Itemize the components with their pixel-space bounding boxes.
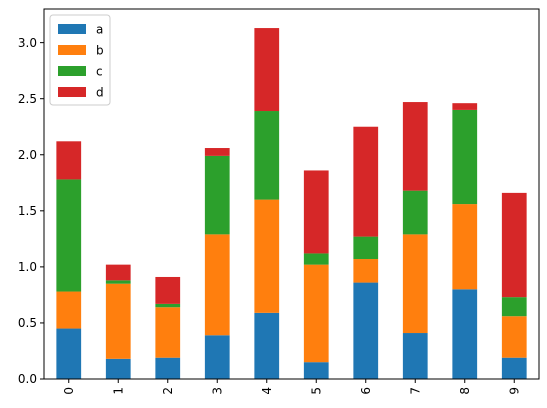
bar-segment-d-4	[254, 28, 280, 112]
y-tick-label-3.0: 3.0	[18, 36, 37, 50]
plot-frame	[43, 8, 540, 380]
bar-segment-c-5	[303, 253, 329, 265]
bar-segment-b-8	[452, 204, 478, 290]
bar-segment-c-3	[204, 155, 230, 235]
bar-segment-d-3	[204, 148, 230, 156]
bar-segment-b-9	[501, 316, 527, 358]
bar-segment-a-5	[303, 362, 329, 379]
legend-swatch-a	[58, 24, 86, 34]
legend-swatch-c	[58, 66, 86, 76]
bar-segment-c-9	[501, 297, 527, 317]
bar-segment-a-4	[254, 312, 280, 379]
bar-segment-b-7	[402, 234, 428, 334]
legend-swatch-d	[58, 87, 86, 97]
bar-segment-a-9	[501, 357, 527, 379]
bar-segment-d-7	[402, 102, 428, 191]
bars-layer	[56, 28, 527, 379]
y-tick-label-1.5: 1.5	[18, 204, 37, 218]
x-tick-label-9: 9	[507, 387, 521, 395]
bar-segment-a-6	[353, 282, 379, 379]
bar-segment-b-1	[105, 283, 131, 359]
bar-segment-a-3	[204, 335, 230, 379]
legend-box	[49, 14, 111, 106]
bar-segment-a-7	[402, 333, 428, 379]
bar-segment-d-9	[501, 192, 527, 298]
bar-segment-d-8	[452, 103, 478, 110]
bar-segment-b-5	[303, 264, 329, 363]
x-tick-label-3: 3	[210, 387, 224, 395]
y-tick-label-0.5: 0.5	[18, 316, 37, 330]
x-tick-label-8: 8	[458, 387, 472, 395]
x-tick-label-1: 1	[111, 387, 125, 395]
bar-segment-b-2	[155, 307, 181, 358]
x-tick-label-6: 6	[359, 387, 373, 395]
bar-segment-b-0	[56, 291, 82, 329]
y-tick-label-2.5: 2.5	[18, 92, 37, 106]
bar-segment-d-0	[56, 141, 82, 180]
bar-segment-d-1	[105, 264, 131, 281]
bar-segment-d-6	[353, 126, 379, 237]
x-tick-label-0: 0	[62, 387, 76, 395]
bar-segment-d-5	[303, 170, 329, 254]
bar-segment-c-1	[105, 280, 131, 284]
bar-segment-a-2	[155, 357, 181, 379]
y-tick-label-1.0: 1.0	[18, 260, 37, 274]
bar-segment-c-4	[254, 111, 280, 200]
bar-segment-d-2	[155, 276, 181, 304]
bar-segment-c-0	[56, 179, 82, 292]
bar-segment-b-6	[353, 259, 379, 283]
x-tick-label-4: 4	[260, 387, 274, 395]
bar-segment-c-2	[155, 303, 181, 308]
y-tick-label-0.0: 0.0	[18, 372, 37, 386]
bar-segment-b-3	[204, 234, 230, 336]
x-tick-label-5: 5	[309, 387, 323, 395]
x-tick-label-7: 7	[408, 387, 422, 395]
axes-layer: 0.0 0.5 1.0 1.5 2.0 2.5 3.0 0 1 2 3 4 5 6 7 8 9	[18, 8, 540, 395]
bar-segment-c-6	[353, 236, 379, 260]
bar-segment-c-8	[452, 109, 478, 205]
bar-segment-c-7	[402, 190, 428, 235]
legend-label-c: c	[96, 65, 103, 79]
legend-swatch-b	[58, 45, 86, 55]
bar-segment-a-1	[105, 358, 131, 379]
legend-label-a: a	[96, 23, 103, 37]
y-tick-label-2.0: 2.0	[18, 148, 37, 162]
x-tick-label-2: 2	[161, 387, 175, 395]
bar-segment-a-8	[452, 289, 478, 379]
bar-segment-a-0	[56, 328, 82, 379]
bar-segment-b-4	[254, 199, 280, 313]
legend-label-d: d	[96, 86, 104, 100]
legend-label-b: b	[96, 44, 104, 58]
